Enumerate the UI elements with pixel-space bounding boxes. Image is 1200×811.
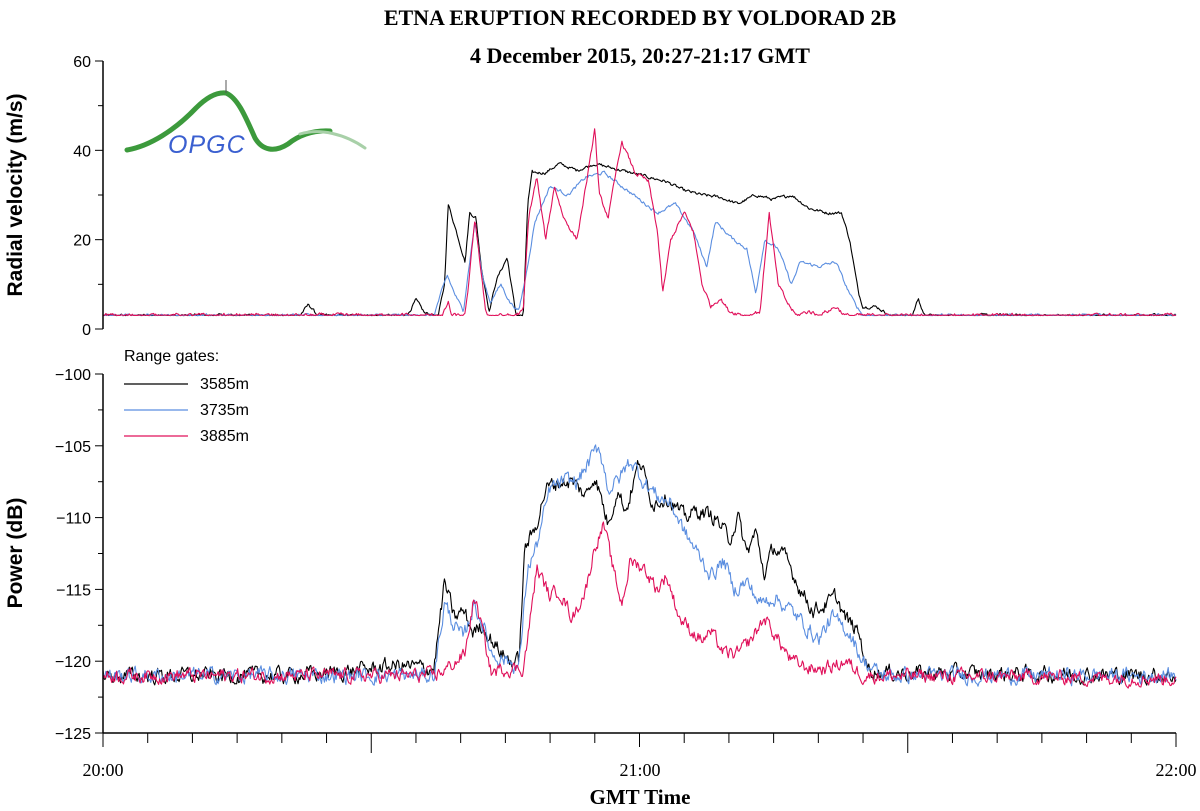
chart-subtitle: 4 December 2015, 20:27-21:17 GMT <box>470 43 810 68</box>
logo-mountain-mark <box>124 90 333 153</box>
velocity-series-group <box>102 128 1177 317</box>
velocity-series-3735m <box>102 170 1177 317</box>
x-tick-label: 22:00 <box>1155 760 1196 780</box>
power-series-3885m <box>102 521 1177 689</box>
x-axis-label: GMT Time <box>590 785 691 809</box>
velocity-y-tick-label: 60 <box>73 54 91 71</box>
legend-label-3735m: 3735m <box>200 402 249 419</box>
power-series-3735m <box>102 444 1177 687</box>
velocity-series-3885m <box>102 128 1177 317</box>
legend-label-3585m: 3585m <box>200 376 249 393</box>
x-tick-label: 20:00 <box>82 760 123 780</box>
logo-text: OPGC <box>168 131 246 159</box>
power-series-3585m <box>102 459 1177 686</box>
velocity-y-tick-label: 0 <box>82 322 91 339</box>
power-panel: −125 −120 −115 −110 −105 −100 Power (dB) <box>4 367 1177 743</box>
power-y-tick-label: −110 <box>56 511 91 528</box>
velocity-y-tick-label: 20 <box>73 233 91 250</box>
x-tick-marks <box>102 733 1177 753</box>
chart-title: ETNA ERUPTION RECORDED BY VOLDORAD 2B <box>384 5 897 30</box>
opgc-logo: OPGC <box>124 80 367 159</box>
power-y-tick-label: −125 <box>55 726 91 743</box>
velocity-series-3585m <box>102 162 1177 317</box>
power-y-axis-label: Power (dB) <box>4 498 27 609</box>
velocity-y-axis: 0 20 40 60 <box>73 54 104 339</box>
power-y-axis: −125 −120 −115 −110 −105 −100 <box>55 367 104 743</box>
power-y-tick-label: −120 <box>55 654 91 671</box>
power-series-group <box>102 444 1177 689</box>
velocity-y-axis-label: Radial velocity (m/s) <box>4 93 27 296</box>
legend: Range gates: 3585m 3735m 3885m <box>124 348 249 445</box>
velocity-panel: 0 20 40 60 Radial velocity (m/s) <box>4 54 1177 339</box>
legend-label-3885m: 3885m <box>200 428 249 445</box>
power-y-tick-label: −115 <box>56 582 91 599</box>
logo-mountain-tail <box>298 130 367 150</box>
x-tick-label: 21:00 <box>619 760 660 780</box>
legend-title: Range gates: <box>124 348 219 365</box>
x-axis: 20:00 21:00 22:00 GMT Time <box>82 732 1197 809</box>
velocity-y-tick-label: 40 <box>73 143 91 160</box>
power-y-tick-label: −100 <box>55 367 91 384</box>
power-y-tick-label: −105 <box>55 439 91 456</box>
